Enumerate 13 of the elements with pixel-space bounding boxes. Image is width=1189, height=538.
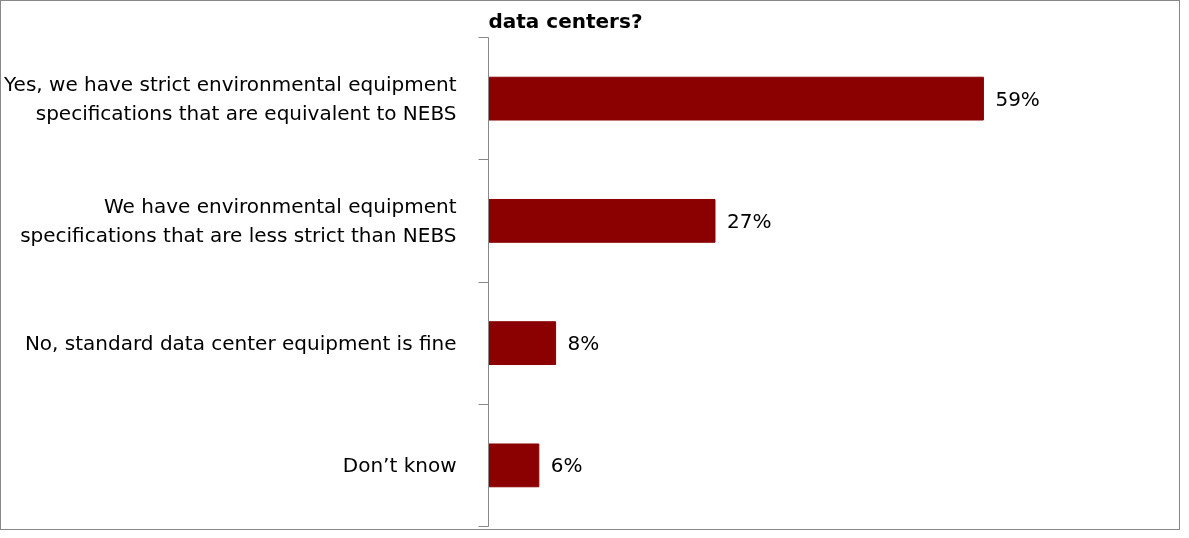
bar — [488, 443, 540, 488]
data-label: 27% — [726, 208, 772, 233]
data-label: 8% — [567, 331, 600, 356]
bar — [488, 321, 557, 366]
data-label: 6% — [550, 453, 583, 478]
chart-title: data centers? — [488, 8, 643, 33]
y-tick-label: Yes, we have strict environmental equipment specifications that are equivalent to NEBS — [3, 72, 457, 126]
bar — [488, 198, 716, 243]
y-tick-label: We have environmental equipment specifications that are less strict than NEBS — [20, 194, 457, 248]
y-tick-label: Don’t know — [342, 453, 457, 478]
data-label: 59% — [995, 86, 1040, 111]
bar — [488, 76, 984, 121]
y-tick-label: No, standard data center equipment is fine — [24, 331, 457, 356]
